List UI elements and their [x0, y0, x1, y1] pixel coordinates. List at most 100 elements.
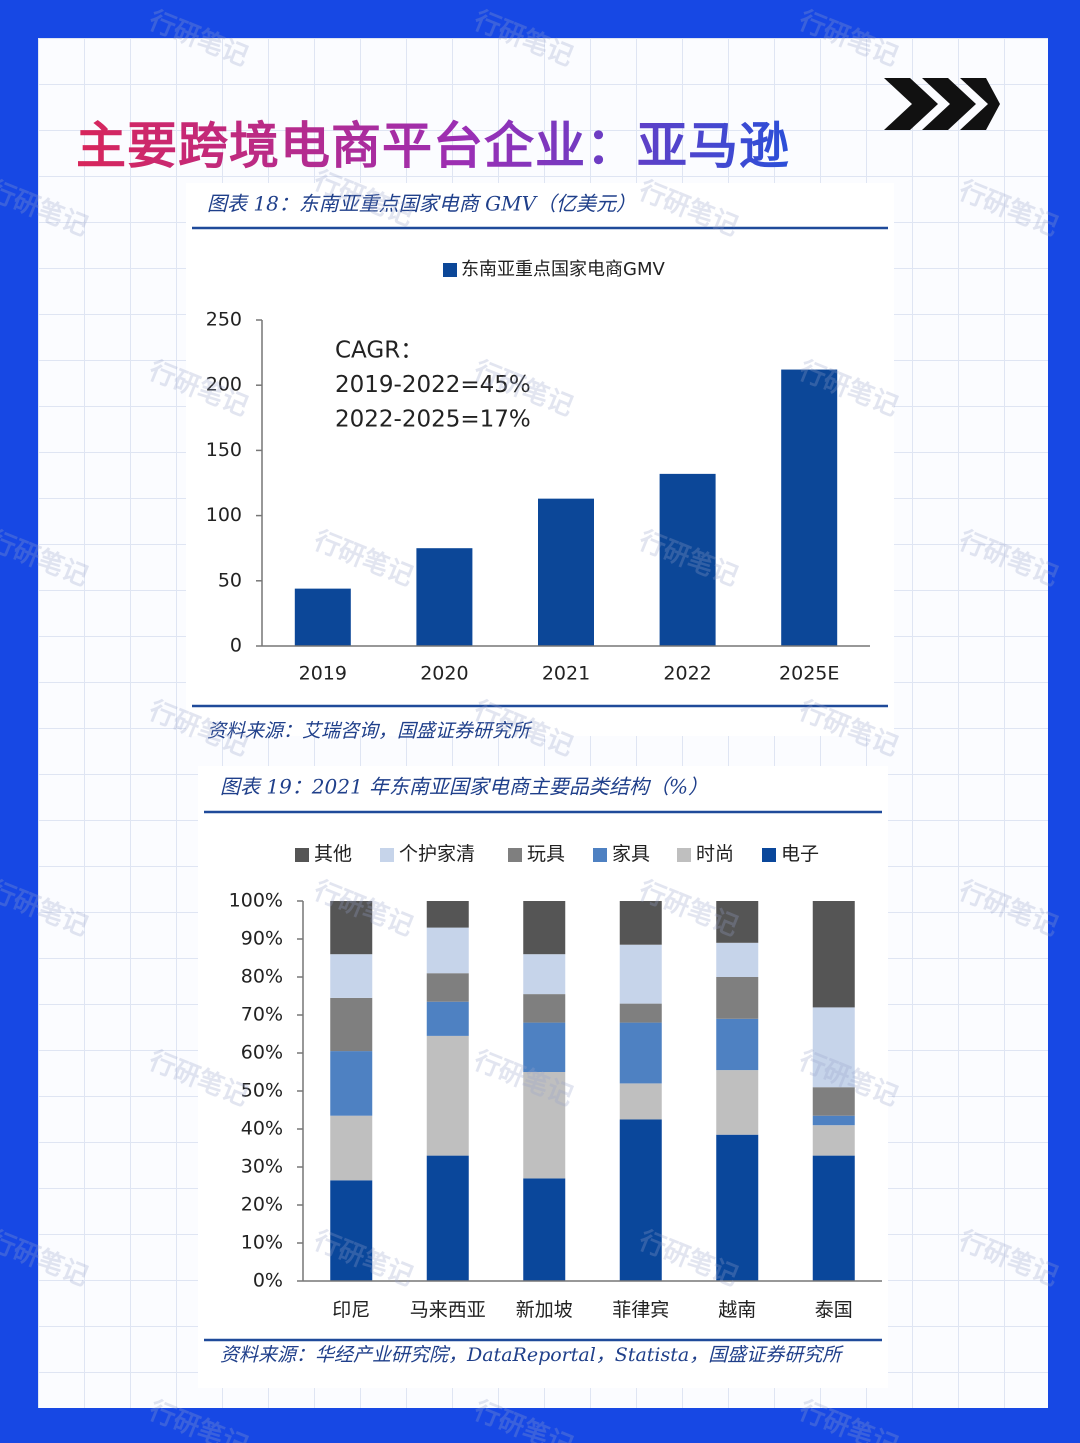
- bar-segment: [619, 1003, 662, 1023]
- annotation: 2022-2025=17%: [335, 407, 531, 433]
- bar-segment: [330, 954, 373, 998]
- legend-swatch: [762, 848, 776, 862]
- bar-segment: [330, 901, 373, 955]
- annotation: 2019-2022=45%: [335, 372, 531, 398]
- page-title: 主要跨境电商平台企业：亚马逊: [76, 106, 790, 178]
- bar-segment: [426, 973, 469, 1002]
- bar-segment: [716, 942, 759, 977]
- bar-segment: [330, 1180, 373, 1281]
- bar-segment: [426, 1035, 469, 1156]
- y-tick-label: 30%: [241, 1156, 283, 1178]
- watermark: 行研笔记: [954, 874, 1063, 942]
- y-tick-label: 70%: [241, 1004, 283, 1026]
- watermark: 行研笔记: [0, 174, 93, 242]
- watermark: 行研笔记: [469, 4, 578, 72]
- x-tick-label: 马来西亚: [410, 1299, 486, 1321]
- watermark: 行研笔记: [794, 4, 903, 72]
- bar-segment: [716, 901, 759, 943]
- bar-segment: [330, 997, 373, 1052]
- bar: [416, 548, 473, 646]
- bar-segment: [716, 1070, 759, 1135]
- bar-segment: [619, 944, 662, 1004]
- source-note: 资料来源：艾瑞咨询，国盛证券研究所: [207, 720, 533, 742]
- y-tick-label: 80%: [241, 966, 283, 988]
- y-tick-label: 20%: [241, 1194, 283, 1216]
- bar-segment: [426, 1155, 469, 1281]
- legend-swatch: [443, 263, 457, 277]
- x-tick-label: 2022: [663, 663, 711, 685]
- legend-label: 个护家清: [399, 843, 475, 865]
- watermark: 行研笔记: [794, 1394, 903, 1443]
- bar-segment: [426, 1001, 469, 1036]
- bar-segment: [426, 927, 469, 974]
- bar-segment: [716, 977, 759, 1019]
- bar-segment: [330, 1051, 373, 1116]
- legend-swatch: [380, 848, 394, 862]
- legend-swatch: [593, 848, 607, 862]
- bar-segment: [426, 901, 469, 928]
- bar: [781, 369, 838, 646]
- y-tick-label: 40%: [241, 1118, 283, 1140]
- legend-label: 时尚: [696, 843, 734, 865]
- bar-segment: [523, 954, 566, 995]
- watermark: 行研笔记: [954, 1224, 1063, 1292]
- bar: [659, 473, 716, 646]
- watermark: 行研笔记: [144, 1394, 253, 1443]
- bar-segment: [812, 1155, 855, 1281]
- watermark: 行研笔记: [0, 524, 93, 592]
- y-tick-label: 0: [230, 635, 242, 657]
- bar-segment: [330, 1115, 373, 1181]
- annotation: CAGR：: [335, 338, 423, 364]
- legend-label: 玩具: [527, 843, 565, 865]
- bar-segment: [812, 901, 855, 1008]
- x-tick-label: 印尼: [332, 1299, 370, 1321]
- watermark: 行研笔记: [0, 874, 93, 942]
- y-tick-label: 200: [206, 374, 242, 396]
- x-tick-label: 2019: [299, 663, 347, 685]
- bar-segment: [812, 1087, 855, 1116]
- legend-swatch: [295, 848, 309, 862]
- x-tick-label: 新加坡: [516, 1299, 573, 1321]
- x-tick-label: 泰国: [815, 1299, 853, 1321]
- x-tick-label: 2021: [542, 663, 590, 685]
- bar-segment: [812, 1125, 855, 1156]
- bar: [294, 588, 351, 646]
- legend-label: 电子: [781, 843, 819, 865]
- chart-caption: 图表 19：2021 年东南亚国家电商主要品类结构（%）: [220, 775, 708, 799]
- bar-segment: [523, 1072, 566, 1179]
- source-note: 资料来源：华经产业研究院，DataReportal，Statista，国盛证券研…: [220, 1344, 842, 1366]
- bar-segment: [619, 1022, 662, 1084]
- legend-label: 家具: [612, 843, 650, 865]
- legend-swatch: [508, 848, 522, 862]
- watermark: 行研笔记: [144, 4, 253, 72]
- bar-segment: [619, 1119, 662, 1281]
- y-tick-label: 90%: [241, 928, 283, 950]
- x-tick-label: 菲律宾: [612, 1299, 669, 1321]
- y-tick-label: 60%: [241, 1042, 283, 1064]
- bar-segment: [523, 1022, 566, 1072]
- chevrons: [884, 78, 1000, 130]
- bar-segment: [812, 1007, 855, 1088]
- x-tick-label: 2025E: [779, 663, 839, 685]
- y-tick-label: 50%: [241, 1080, 283, 1102]
- y-tick-label: 150: [206, 439, 242, 461]
- bar-segment: [619, 1083, 662, 1120]
- y-tick-label: 250: [206, 309, 242, 331]
- x-tick-label: 越南: [718, 1299, 756, 1321]
- bar-segment: [619, 901, 662, 945]
- y-tick-label: 100: [206, 504, 242, 526]
- bar-segment: [523, 994, 566, 1023]
- y-tick-label: 100%: [229, 890, 283, 912]
- y-tick-label: 50: [218, 569, 242, 591]
- bar-segment: [523, 901, 566, 955]
- y-tick-label: 10%: [241, 1232, 283, 1254]
- legend-label: 东南亚重点国家电商GMV: [461, 259, 665, 280]
- legend-label: 其他: [314, 843, 352, 865]
- bar-segment: [716, 1134, 759, 1281]
- chart-caption: 图表 18：东南亚重点国家电商 GMV（亿美元）: [207, 192, 636, 216]
- bar-segment: [812, 1115, 855, 1126]
- watermark: 行研笔记: [954, 174, 1063, 242]
- watermark: 行研笔记: [0, 1224, 93, 1292]
